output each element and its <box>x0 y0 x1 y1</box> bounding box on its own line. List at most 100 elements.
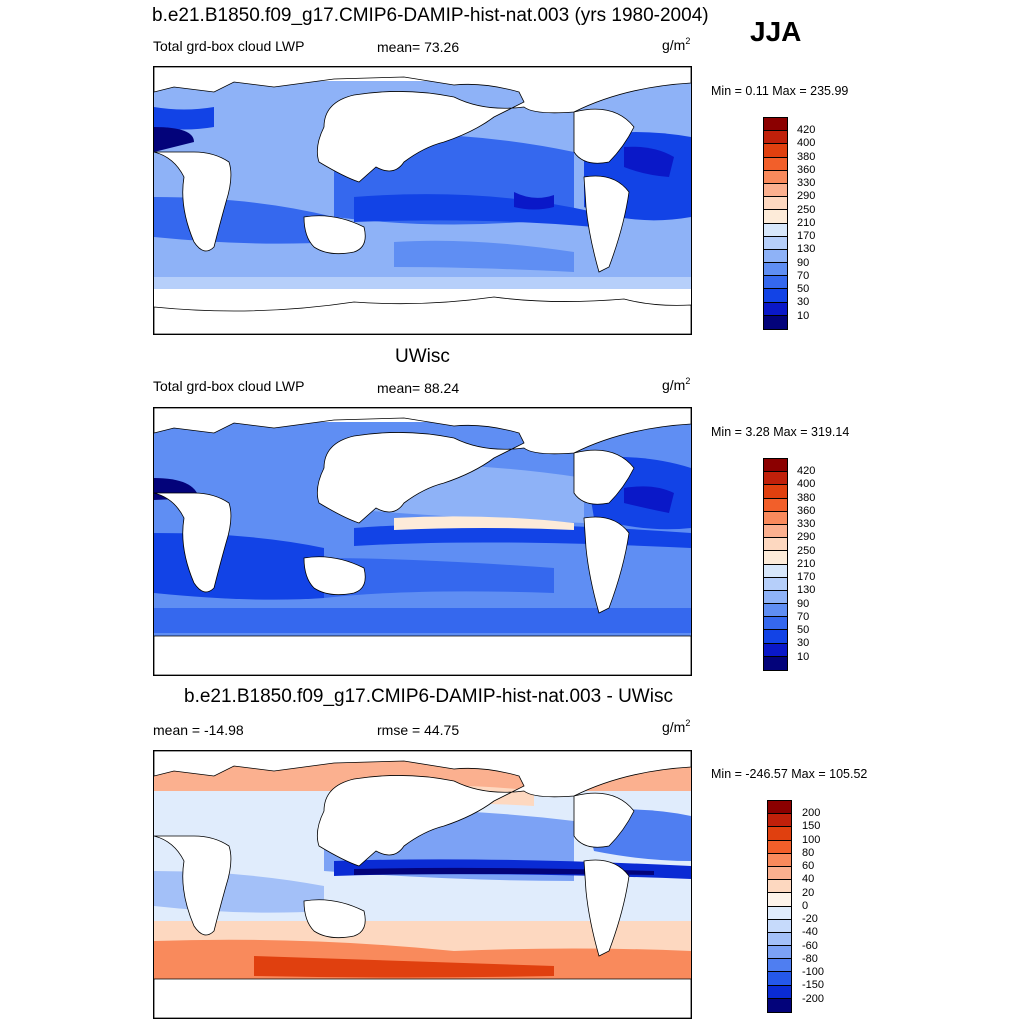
colorbar-tick-label: 90 <box>797 597 810 610</box>
panel1-colorbar <box>763 117 788 330</box>
colorbar-tick-label: 30 <box>797 296 810 309</box>
panel2-minmax: Min = 3.28 Max = 319.14 <box>711 425 850 439</box>
colorbar-tick-label: 400 <box>797 478 816 491</box>
panel3-colorbar-swatch <box>768 906 791 920</box>
colorbar-tick-label: 30 <box>797 637 810 650</box>
panel3-colorbar-swatch <box>768 801 791 815</box>
panel2-colorbar-swatch <box>764 630 787 644</box>
colorbar-tick-label: 210 <box>797 216 816 229</box>
panel1-colorbar-swatch <box>764 131 787 145</box>
panel2-colorbar-swatch <box>764 656 787 670</box>
colorbar-tick-label: 330 <box>797 177 816 189</box>
panel3-colorbar-swatch <box>768 880 791 894</box>
panel3-colorbar-swatch <box>768 919 791 933</box>
panel1-colorbar-swatch <box>764 315 787 329</box>
colorbar-tick-label: 400 <box>797 137 816 150</box>
panel1-colorbar-swatch <box>764 197 787 211</box>
colorbar-tick-label: 10 <box>797 650 810 663</box>
panel2-units: g/m2 <box>662 376 691 393</box>
panel2-mean-label: mean= 88.24 <box>377 380 460 396</box>
panel3-colorbar-swatch <box>768 998 791 1012</box>
panel1-map-svg <box>154 67 691 334</box>
panel3-mean-label: mean = -14.98 <box>153 722 244 738</box>
colorbar-tick-label: 380 <box>797 491 816 504</box>
panel2-colorbar-swatch <box>764 604 787 618</box>
colorbar-tick-label: 250 <box>797 203 816 216</box>
panel2-colorbar-swatch <box>764 498 787 512</box>
colorbar-tick-label: 50 <box>797 624 810 636</box>
panel2-colorbar-ticks: 420 400 380 360 330 290 250 210 170 130 … <box>797 465 815 664</box>
panel3-colorbar-swatch <box>768 946 791 960</box>
panel3-colorbar-ticks: 200 150 100 80 60 40 20 0 -20 -40 -60 -8… <box>802 807 824 1006</box>
colorbar-tick-label: 70 <box>797 269 810 282</box>
panel3-units: g/m2 <box>662 718 691 735</box>
colorbar-tick-label: 420 <box>797 124 816 136</box>
colorbar-tick-label: 0 <box>802 899 809 912</box>
colorbar-tick-label: 250 <box>797 544 816 557</box>
panel1-colorbar-ticks: 420 400 380 360 330 290 250 210 170 130 … <box>797 124 815 323</box>
colorbar-tick-label: 150 <box>802 820 821 833</box>
panel1-mean-label: mean= 73.26 <box>377 39 460 55</box>
panel1-colorbar-swatch <box>764 249 787 264</box>
panel2-colorbar-swatch <box>764 511 787 525</box>
colorbar-tick-label: -40 <box>802 926 818 939</box>
colorbar-tick-label: 330 <box>797 518 816 530</box>
colorbar-tick-label: 60 <box>802 860 815 872</box>
colorbar-tick-label: -20 <box>802 913 818 925</box>
panel3-colorbar-swatch <box>768 853 791 867</box>
colorbar-tick-label: 50 <box>797 283 810 295</box>
panel3-colorbar-swatch <box>768 972 791 986</box>
colorbar-tick-label: 170 <box>797 230 816 242</box>
panel1-colorbar-swatch <box>764 276 787 290</box>
colorbar-tick-label: 290 <box>797 190 816 203</box>
panel2-colorbar-swatch <box>764 643 787 657</box>
panel3-rmse-label: rmse = 44.75 <box>377 722 460 738</box>
panel2-map-svg <box>154 408 691 675</box>
panel3-colorbar-swatch <box>768 866 791 881</box>
panel2-colorbar-swatch <box>764 590 787 605</box>
panel2-map <box>153 407 692 676</box>
colorbar-tick-label: 130 <box>797 243 816 256</box>
colorbar-tick-label: 210 <box>797 557 816 570</box>
colorbar-tick-label: 360 <box>797 504 816 517</box>
panel3-colorbar-swatch <box>768 893 791 907</box>
colorbar-tick-label: 200 <box>802 807 821 819</box>
panel1-map <box>153 66 692 335</box>
panel2-colorbar-swatch <box>764 472 787 486</box>
panel2-colorbar-swatch <box>764 577 787 591</box>
panel3-colorbar-swatch <box>768 827 791 841</box>
panel2-colorbar-swatch <box>764 617 787 631</box>
panel1-colorbar-swatch <box>764 289 787 303</box>
panel3-colorbar <box>767 800 792 1013</box>
colorbar-tick-label: -80 <box>802 952 818 965</box>
panel2-colorbar-swatch <box>764 485 787 499</box>
panel1-colorbar-swatch <box>764 118 787 132</box>
panel3-minmax: Min = -246.57 Max = 105.52 <box>711 767 868 781</box>
season-label: JJA <box>750 16 802 47</box>
panel3-map-svg <box>154 751 691 1018</box>
panel1-title: b.e21.B1850.f09_g17.CMIP6-DAMIP-hist-nat… <box>152 5 709 26</box>
panel1-colorbar-swatch <box>764 170 787 184</box>
colorbar-tick-label: -200 <box>802 992 825 1005</box>
panel2-colorbar-swatch <box>764 551 787 565</box>
panel2-colorbar-swatch <box>764 538 787 552</box>
panel3-colorbar-swatch <box>768 985 791 999</box>
colorbar-tick-label: 80 <box>802 846 815 859</box>
panel3-colorbar-swatch <box>768 840 791 854</box>
colorbar-tick-label: -100 <box>802 966 825 978</box>
panel2-colorbar-swatch <box>764 524 787 539</box>
colorbar-tick-label: 10 <box>797 309 810 322</box>
panel1-units: g/m2 <box>662 36 691 53</box>
panel1-colorbar-swatch <box>764 263 787 277</box>
panel3-map <box>153 750 692 1019</box>
panel1-minmax: Min = 0.11 Max = 235.99 <box>711 84 849 98</box>
colorbar-tick-label: 360 <box>797 163 816 176</box>
colorbar-tick-label: 170 <box>797 571 816 583</box>
panel2-title: UWisc <box>395 346 450 367</box>
panel1-colorbar-swatch <box>764 302 787 316</box>
panel3-title: b.e21.B1850.f09_g17.CMIP6-DAMIP-hist-nat… <box>184 686 673 707</box>
colorbar-tick-label: 20 <box>802 886 815 899</box>
panel1-colorbar-swatch <box>764 210 787 224</box>
panel3-colorbar-swatch <box>768 959 791 973</box>
colorbar-tick-label: 420 <box>797 465 816 477</box>
